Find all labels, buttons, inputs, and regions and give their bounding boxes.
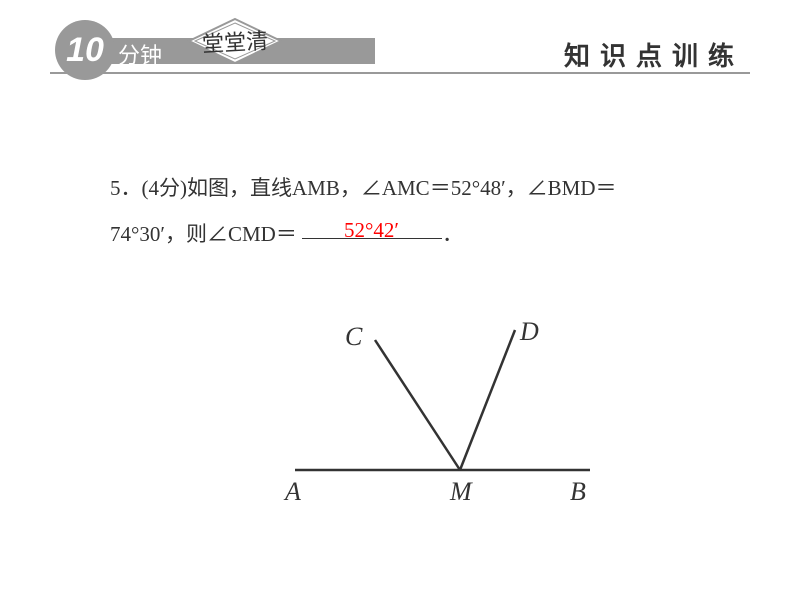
question-number: 5 — [110, 176, 121, 200]
page-header: 10 分钟 堂堂清 知识点训练 — [0, 0, 794, 80]
line-MC — [375, 340, 460, 470]
label-B: B — [570, 477, 586, 506]
label-M: M — [449, 477, 473, 506]
badge-number: 10 — [66, 31, 104, 70]
question-points: (4分) — [142, 176, 188, 200]
label-D: D — [519, 320, 539, 346]
question-part2: 74°30′，则∠CMD＝ — [110, 222, 297, 246]
question-content: 5 ． (4分)如图，直线AMB，∠AMC＝52°48′，∠BMD＝ 74°30′，… — [110, 165, 690, 257]
label-A: A — [283, 477, 301, 506]
line-MD — [460, 330, 515, 470]
question-text: 5 ． (4分)如图，直线AMB，∠AMC＝52°48′，∠BMD＝ 74°30′，… — [110, 165, 690, 257]
label-C: C — [345, 322, 363, 351]
question-period: ． — [442, 222, 463, 246]
diamond-text: 堂堂清 — [201, 23, 269, 58]
answer-text: 52°42′ — [344, 218, 399, 243]
diamond-badge: 堂堂清 — [185, 17, 285, 65]
geometry-diagram: A B M C D — [270, 320, 620, 510]
badge-circle: 10 — [55, 20, 115, 80]
question-part1: 如图，直线AMB，∠AMC＝52°48′，∠BMD＝ — [187, 176, 617, 200]
header-divider — [50, 72, 750, 74]
minute-label: 分钟 — [118, 38, 162, 70]
header-title: 知识点训练 — [564, 36, 744, 73]
